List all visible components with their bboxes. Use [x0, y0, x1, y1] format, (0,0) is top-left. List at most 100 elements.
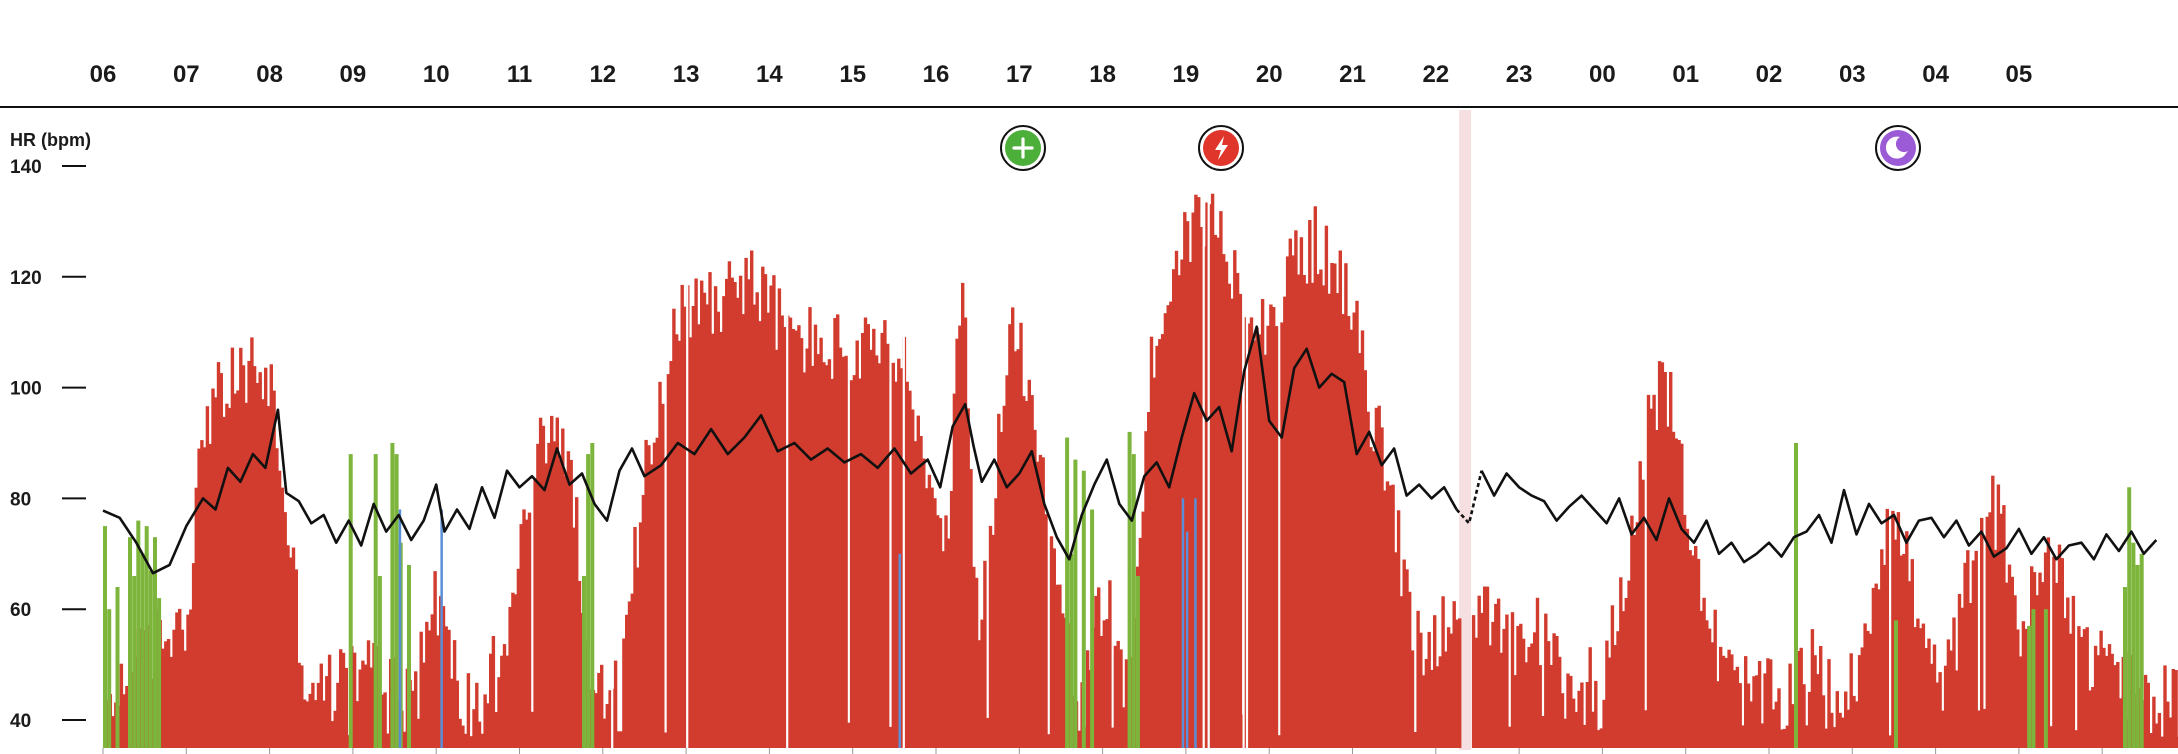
hr-bar	[569, 459, 573, 748]
hr-bar	[1591, 711, 1595, 748]
bars-layer	[103, 166, 2178, 749]
hr-bar	[1416, 610, 1420, 748]
hr-bar	[1169, 301, 1173, 748]
hr-bar	[752, 304, 757, 748]
hr-bar	[319, 663, 323, 748]
hr-bar	[1880, 549, 1884, 748]
hr-bar	[647, 445, 651, 748]
hr-bar	[469, 736, 473, 748]
hr-bar	[1932, 644, 1937, 748]
hour-label: 18	[1089, 61, 1116, 88]
hr-bar	[1874, 583, 1878, 748]
hr-bar	[1913, 627, 1917, 748]
hr-bar	[1399, 596, 1404, 748]
hr-bar	[1596, 730, 1601, 748]
hr-bar	[1993, 549, 1998, 748]
hr-bar	[988, 525, 993, 748]
bar-gap	[902, 166, 905, 748]
hr-bar	[122, 694, 126, 748]
hr-bar	[2021, 621, 2026, 748]
strain-marker[interactable]	[1198, 125, 1244, 171]
hr-bar	[680, 284, 684, 748]
hr-bar	[1902, 554, 1906, 748]
hr-bar	[700, 280, 704, 748]
hr-bar	[1608, 657, 1612, 748]
hr-bar	[1755, 675, 1759, 748]
hr-bar	[464, 733, 468, 748]
hr-bar	[905, 381, 909, 748]
hr-bar	[1791, 704, 1795, 748]
hr-bar	[414, 671, 418, 748]
hr-bar	[816, 354, 820, 748]
hr-bar	[625, 614, 629, 748]
hr-bar	[1635, 522, 1640, 748]
active-bar	[132, 576, 137, 748]
hr-bar	[286, 545, 290, 748]
hr-bar	[1033, 429, 1037, 748]
hr-bar	[208, 443, 212, 748]
y-tick-label: 60	[10, 600, 31, 621]
hr-bar	[1627, 580, 1631, 748]
hr-bar	[1222, 254, 1226, 748]
hr-bar	[1613, 645, 1617, 748]
hr-bar	[425, 621, 429, 748]
hr-bar	[1191, 212, 1195, 748]
hr-bar	[658, 381, 662, 748]
hr-bar	[1280, 322, 1284, 748]
hr-bar	[758, 321, 762, 748]
hr-bar	[1588, 647, 1592, 748]
hr-bar	[536, 443, 540, 748]
hr-bar	[1441, 596, 1445, 748]
hr-bar	[650, 464, 654, 748]
hr-bar	[1896, 512, 1901, 748]
hr-bar	[1047, 734, 1051, 748]
hr-bar	[877, 363, 882, 748]
hr-bar	[1810, 629, 1815, 748]
hr-bar	[172, 629, 176, 748]
hr-bar	[619, 731, 623, 748]
hr-bar	[383, 692, 387, 748]
hour-label: 05	[2006, 61, 2033, 88]
hr-bar	[630, 593, 634, 748]
hr-bar	[444, 626, 448, 748]
hr-bar	[1108, 580, 1112, 748]
hr-bar	[747, 279, 751, 748]
hr-bar	[472, 709, 476, 748]
active-bar	[2031, 609, 2036, 748]
hr-bar	[1899, 555, 1903, 748]
hr-bar	[958, 325, 962, 748]
hr-bar	[494, 712, 498, 748]
hour-label: 23	[1506, 61, 1533, 88]
hr-bar	[741, 314, 745, 748]
workout-marker[interactable]	[1000, 125, 1046, 171]
hr-bar	[1405, 569, 1409, 748]
hr-bar	[1044, 514, 1048, 748]
hr-bar	[1310, 282, 1315, 748]
hr-bar	[722, 296, 726, 748]
hr-bar	[458, 718, 462, 748]
hr-bar	[1366, 411, 1370, 748]
hr-bar	[447, 629, 451, 748]
hr-bar	[1957, 593, 1962, 748]
hr-bar	[1369, 447, 1373, 748]
hr-bar	[1819, 646, 1823, 748]
active-bar	[590, 443, 595, 748]
hr-bar	[1149, 336, 1154, 748]
hr-bar	[264, 367, 268, 748]
hr-bar	[2018, 656, 2023, 748]
hr-bar	[974, 577, 979, 748]
hr-bar	[1805, 725, 1809, 748]
hr-bar	[822, 362, 826, 748]
hr-bar	[1621, 611, 1626, 748]
hr-bar	[2113, 665, 2117, 748]
hr-bar	[983, 560, 987, 748]
sync-gap-band	[1459, 110, 1472, 750]
hr-bar	[572, 527, 576, 748]
hr-bar	[2116, 662, 2120, 748]
hr-bar	[2146, 682, 2150, 748]
hr-bar	[980, 619, 984, 748]
hr-bar	[1746, 683, 1751, 748]
hr-bar	[214, 397, 218, 748]
hr-bar	[2160, 736, 2164, 748]
sleep-marker[interactable]	[1875, 125, 1921, 171]
